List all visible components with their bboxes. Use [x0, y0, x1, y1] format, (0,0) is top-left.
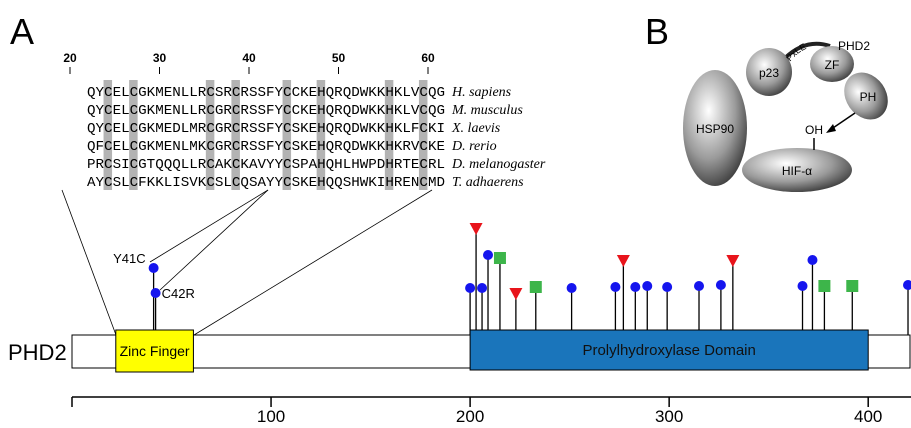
conserved-column: [384, 80, 394, 190]
conserved-column: [282, 80, 292, 190]
node-label: p23: [759, 66, 779, 80]
variant-triangle: [726, 255, 740, 267]
axis-label: 100: [257, 407, 285, 426]
variant-triangle: [509, 288, 523, 300]
sequence: QFCELCGKMENLMKCGRCRSSFYCSKEHQRQDWKKHKRVC…: [87, 140, 445, 155]
conserved-column: [418, 80, 428, 190]
node-label: HIF-α: [782, 164, 812, 178]
connector: [193, 189, 433, 336]
variant-circle: [483, 250, 494, 260]
ruler-label: 20: [63, 51, 77, 65]
protein-label: PHD2: [8, 340, 67, 365]
connectors: [61, 189, 433, 336]
hsp90-node: [683, 70, 747, 186]
variant-label: C42R: [162, 286, 195, 301]
sequence: QYCELCGKMENLLRCSRCRSSFYCCKEHQRQDWKKHKLVC…: [87, 86, 445, 101]
conserved-column: [231, 80, 240, 190]
connector: [149, 189, 269, 263]
variant-circle: [465, 283, 476, 293]
ruler-label: 50: [332, 51, 346, 65]
domain-label: Prolylhydroxylase Domain: [582, 342, 755, 359]
panel-label: B: [645, 11, 669, 52]
axis-label: 300: [655, 407, 683, 426]
node-label: ZF: [825, 58, 840, 72]
species: D. rerio: [451, 139, 497, 154]
variant-square: [529, 281, 542, 293]
variant-triangle: [616, 255, 630, 267]
domain: [115, 329, 194, 373]
sequence: AYCSLCFKKLISVKCSLCQSAYYCSKEHQQSHWKIHRENC…: [87, 176, 445, 191]
variant-triangle: [469, 223, 483, 235]
hif-node: [742, 148, 852, 192]
domain-label: Zinc Finger: [120, 343, 190, 359]
connector: [159, 189, 269, 291]
variant-square: [846, 280, 859, 292]
variant-circle: [477, 283, 488, 293]
variant-circle: [610, 282, 621, 292]
species: T. adhaerens: [452, 175, 524, 190]
complex-diagram: HSP90 p23 ZF PH HIF-α PHD2 OH PxLE: [683, 39, 888, 192]
connector: [61, 189, 117, 336]
variant-circle: [903, 280, 911, 290]
node-label: HSP90: [696, 122, 734, 136]
conserved-column: [129, 80, 138, 190]
panel-label: A: [10, 11, 34, 52]
ruler-label: 60: [421, 51, 435, 65]
species: H. sapiens: [451, 85, 512, 100]
variant-circle: [807, 255, 818, 265]
p23-node: [746, 48, 792, 96]
variant-label: Y41C: [113, 251, 146, 266]
variant-circle: [662, 282, 673, 292]
species: D. melanogaster: [451, 157, 546, 172]
species: M. musculus: [451, 103, 523, 118]
sequence: QYCELCGKMEDLMRCGRCRSSFYCSKEHQRQDWKKHKLFC…: [87, 122, 445, 137]
ruler-label: 30: [153, 51, 167, 65]
conserved-column: [205, 80, 215, 190]
conserved-column: [316, 80, 326, 190]
zf-node: [810, 46, 854, 82]
variant-circle: [630, 282, 641, 292]
sequence: QYCELCGKMENLLRCGRCRSSFYCCKEHQRQDWKKHKLVC…: [87, 104, 445, 119]
variant-square: [818, 280, 831, 292]
sequence: PRCSICGTQQQLLRCAKCKAVYYCSPAHQHLHWPDHRTEC…: [87, 158, 445, 173]
variant-circle: [566, 283, 577, 293]
variant-circle: [694, 281, 705, 291]
axis-label: 200: [456, 407, 484, 426]
oh-label: OH: [805, 123, 823, 137]
axis-label: 400: [854, 407, 882, 426]
ph-node: [844, 72, 888, 120]
species: X. laevis: [451, 121, 501, 136]
variant-circle: [797, 281, 808, 291]
node-label: PH: [860, 90, 877, 104]
domain: [469, 329, 869, 371]
variant-circle: [148, 263, 159, 273]
motif-arc: [783, 41, 831, 60]
variant-square: [493, 252, 506, 264]
arrow-head: [826, 124, 836, 133]
phd2-label: PHD2: [838, 39, 870, 53]
variant-circle: [715, 280, 726, 290]
conserved-column: [103, 80, 113, 190]
variant-circle: [150, 288, 161, 298]
ruler-label: 40: [242, 51, 256, 65]
variant-circle: [642, 281, 653, 291]
